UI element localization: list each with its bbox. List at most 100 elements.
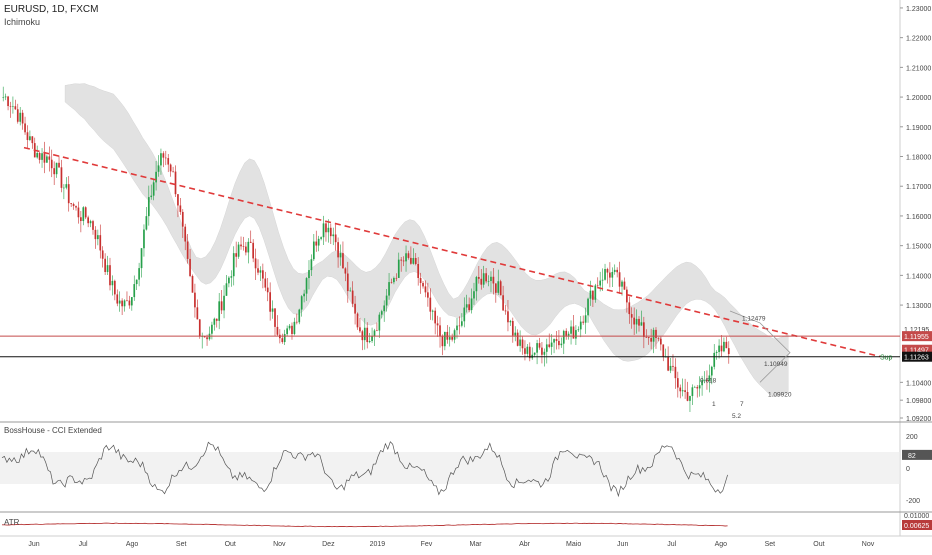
candle — [4, 93, 7, 101]
candle — [669, 357, 672, 374]
candle-body — [346, 273, 349, 292]
candle — [181, 209, 184, 238]
candle — [659, 336, 662, 351]
candle — [349, 287, 352, 292]
atr-title[interactable]: ATR — [4, 518, 20, 527]
candle — [254, 248, 257, 280]
candle — [41, 148, 43, 168]
candle — [662, 344, 665, 362]
candle-body — [254, 258, 257, 269]
price-tick-label: 1.09800 — [906, 398, 931, 405]
candle-body — [424, 286, 427, 293]
time-axis[interactable]: Jun Jul Ago Set Out Nov Dez 2019 Fev Mar Abr Maio Ju… — [28, 541, 874, 548]
candle-body — [211, 324, 213, 334]
candle-body — [713, 352, 716, 367]
candle — [189, 248, 191, 278]
candle-body — [383, 305, 386, 312]
candle — [480, 269, 483, 290]
candle — [504, 304, 507, 315]
candle — [541, 341, 543, 364]
time-tick-label: Out — [225, 541, 236, 548]
candle-body — [111, 280, 114, 286]
cci-band — [0, 452, 900, 484]
candle — [715, 350, 718, 360]
candle — [623, 277, 626, 290]
candle — [417, 257, 420, 286]
candle-body — [667, 356, 669, 371]
candle — [470, 288, 473, 314]
candle-body — [485, 273, 487, 282]
candle-body — [521, 339, 524, 349]
candle — [198, 319, 201, 339]
candle — [55, 162, 58, 178]
candle-body — [441, 336, 444, 347]
candle-body — [676, 378, 679, 388]
candle-body — [723, 341, 725, 352]
candle — [397, 252, 400, 278]
candle — [286, 325, 288, 337]
candle — [75, 205, 77, 211]
candle-body — [376, 330, 378, 332]
candle-body — [640, 322, 643, 326]
candle — [84, 206, 87, 220]
candle-body — [135, 279, 138, 285]
candle — [92, 219, 94, 235]
candle — [526, 343, 529, 357]
time-tick-label: Out — [813, 541, 824, 548]
candle-body — [373, 330, 376, 337]
candle-body — [417, 264, 420, 278]
candle — [322, 215, 325, 246]
candle-body — [703, 380, 706, 381]
candle-body — [385, 295, 388, 306]
candle-body — [691, 387, 694, 397]
candle — [356, 312, 359, 330]
annotation-label: 0.618 — [700, 377, 717, 384]
candle — [373, 328, 376, 347]
price-axis[interactable]: 1.23000 1.22000 1.21000 1.20000 1.19000 1.180… — [900, 6, 932, 423]
candle — [536, 339, 538, 365]
candle-body — [198, 319, 201, 337]
candle — [143, 224, 145, 257]
candle — [562, 329, 565, 355]
candle — [50, 149, 53, 178]
candle — [570, 320, 572, 345]
candle — [53, 161, 56, 186]
candle — [228, 276, 230, 288]
time-tick-label: Jun — [28, 541, 39, 548]
candle-body — [633, 317, 635, 325]
candle — [245, 241, 247, 256]
candle-body — [101, 250, 104, 259]
candle — [444, 331, 446, 351]
candle — [14, 99, 17, 110]
chart-symbol-title[interactable]: EURUSD, 1D, FXCM — [4, 4, 99, 15]
candle-body — [106, 265, 109, 272]
candle — [402, 256, 405, 267]
candle — [429, 288, 432, 320]
candle — [696, 385, 699, 398]
candle — [395, 273, 398, 282]
candle-body — [470, 298, 473, 311]
time-tick-label: Set — [765, 541, 776, 548]
candle — [575, 325, 577, 346]
candle-body — [407, 253, 410, 258]
candle-body — [669, 365, 672, 371]
candle — [463, 297, 466, 328]
candle — [38, 151, 41, 164]
candle — [237, 241, 240, 259]
candle — [693, 385, 696, 388]
indicator-label[interactable]: Ichimoku — [4, 17, 41, 27]
candle-body — [232, 253, 235, 277]
candle-body — [19, 112, 22, 122]
candle — [451, 333, 453, 342]
candle-body — [388, 282, 390, 296]
candle-body — [240, 244, 242, 247]
candle — [701, 375, 703, 396]
candle — [589, 280, 592, 306]
cci-value-tag: 82 — [902, 449, 932, 460]
candle-body — [325, 223, 327, 233]
candle — [351, 281, 354, 308]
cci-title[interactable]: BossHouse - CCI Extended — [4, 426, 102, 435]
price-tag-label: 1.11263 — [904, 355, 929, 362]
candle-body — [419, 277, 422, 283]
